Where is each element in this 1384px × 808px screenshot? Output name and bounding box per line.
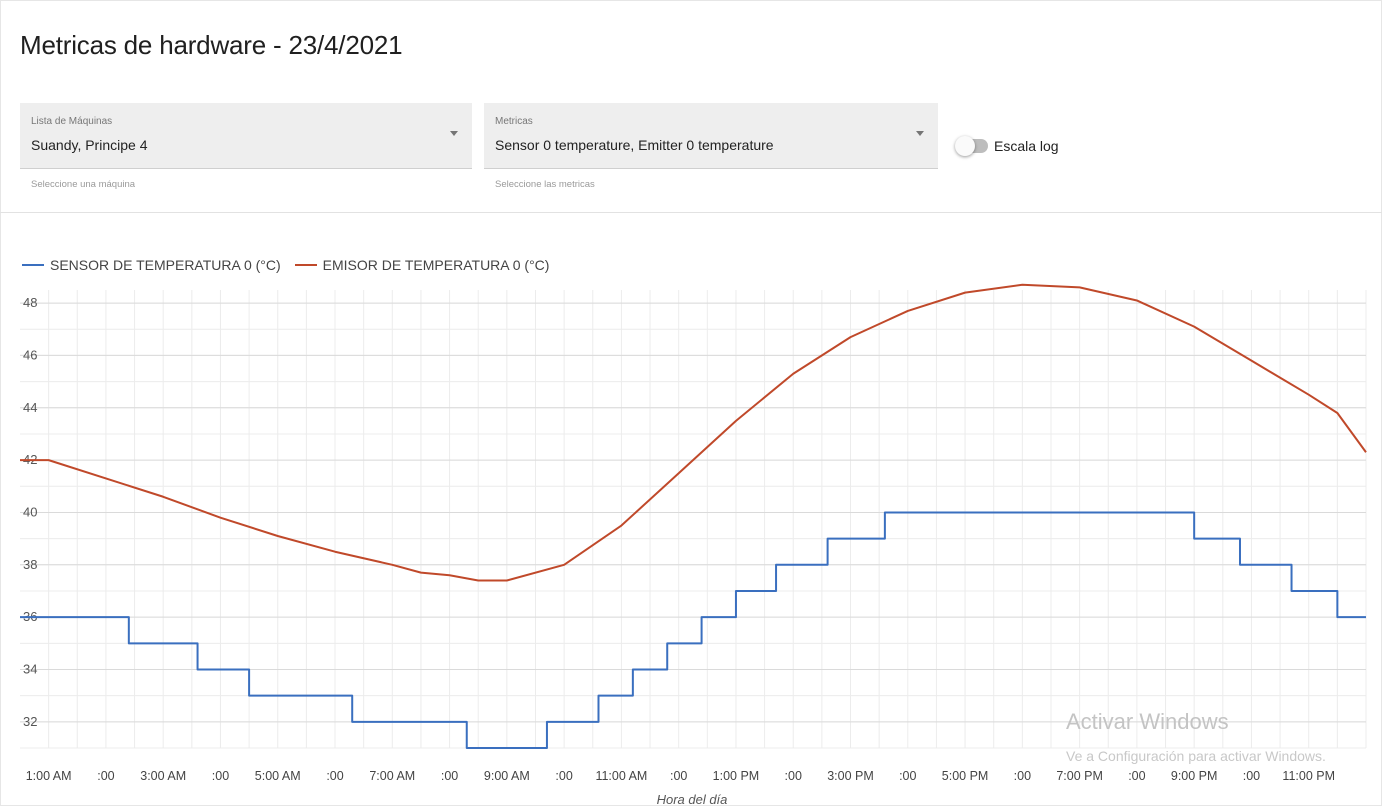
x-tick-label: :00 bbox=[899, 769, 916, 783]
y-tick-label: 32 bbox=[23, 714, 37, 729]
legend-swatch-emitter bbox=[294, 264, 317, 266]
x-tick-label: :00 bbox=[670, 769, 687, 783]
windows-activation-title: Activar Windows bbox=[1066, 709, 1229, 734]
legend-label-emitter: EMISOR DE TEMPERATURA 0 (°C) bbox=[322, 257, 550, 273]
x-tick-label: :00 bbox=[1014, 769, 1031, 783]
machine-select[interactable]: Lista de Máquinas Suandy, Principe 4 bbox=[20, 103, 472, 169]
x-tick-label: 9:00 AM bbox=[484, 769, 530, 783]
x-axis-title: Hora del día bbox=[657, 792, 728, 807]
metrics-select[interactable]: Metricas Sensor 0 temperature, Emitter 0… bbox=[484, 103, 938, 169]
x-tick-label: 11:00 AM bbox=[595, 769, 647, 783]
series-line-emitter bbox=[20, 283, 1367, 582]
x-tick-label: 1:00 PM bbox=[713, 769, 760, 783]
machine-select-value: Suandy, Principe 4 bbox=[31, 137, 148, 153]
chevron-down-icon[interactable] bbox=[916, 131, 924, 136]
x-tick-label: :00 bbox=[1128, 769, 1145, 783]
toggle-knob[interactable] bbox=[955, 136, 975, 156]
chart-legend: SENSOR DE TEMPERATURA 0 (°C) EMISOR DE T… bbox=[22, 257, 563, 273]
y-tick-label: 40 bbox=[23, 504, 37, 519]
y-tick-label: 34 bbox=[23, 661, 37, 676]
metrics-select-value: Sensor 0 temperature, Emitter 0 temperat… bbox=[495, 137, 774, 153]
x-tick-label: 7:00 AM bbox=[369, 769, 415, 783]
x-tick-label: :00 bbox=[212, 769, 229, 783]
log-scale-label: Escala log bbox=[994, 138, 1059, 154]
x-tick-label: 11:00 PM bbox=[1282, 769, 1335, 783]
x-tick-label: :00 bbox=[1243, 769, 1260, 783]
section-divider bbox=[0, 212, 1382, 213]
metrics-select-hint: Seleccione las metricas bbox=[495, 179, 595, 190]
x-tick-label: 9:00 PM bbox=[1171, 769, 1218, 783]
chevron-down-icon[interactable] bbox=[450, 131, 458, 136]
x-tick-label: 5:00 PM bbox=[942, 769, 989, 783]
x-tick-label: 5:00 AM bbox=[255, 769, 301, 783]
y-tick-label: 44 bbox=[23, 400, 37, 415]
y-tick-label: 46 bbox=[23, 347, 37, 362]
x-tick-label: 3:00 PM bbox=[827, 769, 874, 783]
x-tick-label: 7:00 PM bbox=[1056, 769, 1103, 783]
x-tick-label: :00 bbox=[441, 769, 458, 783]
series-line-sensor bbox=[20, 511, 1366, 749]
machine-select-label: Lista de Máquinas bbox=[31, 116, 113, 127]
x-tick-label: :00 bbox=[326, 769, 343, 783]
x-tick-label: :00 bbox=[785, 769, 802, 783]
windows-activation-subtitle: Ve a Configuración para activar Windows. bbox=[1066, 748, 1326, 764]
legend-swatch-sensor bbox=[22, 264, 44, 266]
legend-item-emitter[interactable]: EMISOR DE TEMPERATURA 0 (°C) bbox=[294, 257, 550, 273]
log-scale-toggle[interactable] bbox=[955, 136, 988, 156]
metrics-select-label: Metricas bbox=[495, 116, 533, 127]
machine-select-hint: Seleccione una máquina bbox=[31, 179, 136, 190]
y-tick-label: 38 bbox=[23, 557, 37, 572]
y-tick-label: 48 bbox=[23, 295, 37, 310]
legend-label-sensor: SENSOR DE TEMPERATURA 0 (°C) bbox=[50, 257, 281, 273]
page-title: Metricas de hardware - 23/4/2021 bbox=[20, 30, 403, 60]
x-tick-label: :00 bbox=[97, 769, 114, 783]
x-tick-label: :00 bbox=[555, 769, 572, 783]
x-tick-label: 1:00 AM bbox=[26, 769, 72, 783]
legend-item-sensor[interactable]: SENSOR DE TEMPERATURA 0 (°C) bbox=[22, 257, 281, 273]
x-tick-label: 3:00 AM bbox=[140, 769, 186, 783]
